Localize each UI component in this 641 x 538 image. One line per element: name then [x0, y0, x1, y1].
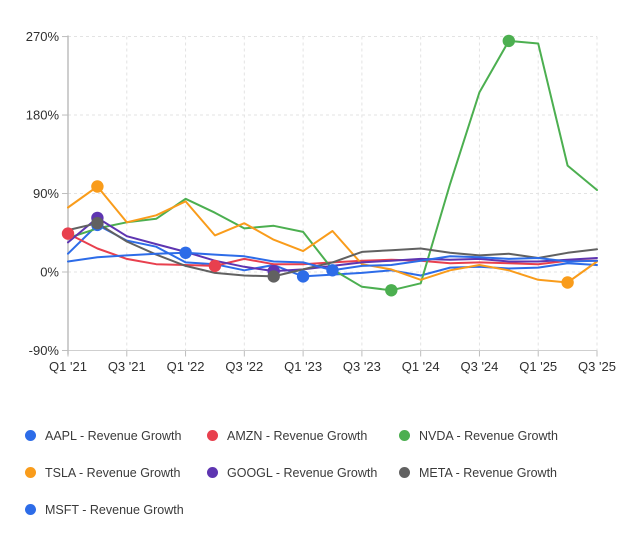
min-marker-amzn — [208, 259, 222, 273]
legend-item-meta[interactable]: META - Revenue Growth — [399, 465, 641, 480]
max-marker-msft — [179, 246, 192, 259]
min-marker-tsla — [561, 276, 574, 289]
legend-dot-tsla — [25, 467, 36, 478]
x-axis-label: Q3 '21 — [108, 359, 146, 374]
min-marker-meta — [267, 270, 280, 283]
chart-legend: AAPL - Revenue Growth AMZN - Revenue Grow… — [0, 428, 641, 517]
max-marker-tsla — [91, 180, 104, 193]
x-axis-label: Q1 '23 — [284, 359, 322, 374]
min-marker-msft — [326, 264, 339, 277]
legend-dot-amzn — [207, 430, 218, 441]
legend-item-tsla[interactable]: TSLA - Revenue Growth — [25, 465, 207, 480]
legend-label: META - Revenue Growth — [419, 465, 558, 480]
legend-label: MSFT - Revenue Growth — [45, 502, 184, 517]
x-axis-label: Q1 '21 — [49, 359, 87, 374]
max-marker-amzn — [61, 227, 75, 240]
max-marker-meta — [91, 217, 104, 230]
y-axis-label: 270% — [26, 29, 60, 44]
legend-item-googl[interactable]: GOOGL - Revenue Growth — [207, 465, 399, 480]
max-marker-nvda — [502, 34, 515, 48]
x-axis-label: Q3 '23 — [343, 359, 381, 374]
legend-dot-aapl — [25, 430, 36, 441]
x-axis-label: Q3 '25 — [578, 359, 616, 374]
legend-dot-nvda — [399, 430, 410, 441]
legend-label: TSLA - Revenue Growth — [45, 465, 181, 480]
x-axis-label: Q1 '24 — [402, 359, 440, 374]
x-axis-label: Q1 '25 — [519, 359, 557, 374]
x-axis-label: Q3 '24 — [460, 359, 498, 374]
series-line-tsla — [67, 185, 598, 284]
legend-dot-meta — [399, 467, 410, 478]
legend-dot-googl — [207, 467, 218, 478]
legend-label: AMZN - Revenue Growth — [227, 428, 368, 443]
legend-item-aapl[interactable]: AAPL - Revenue Growth — [25, 428, 207, 443]
legend-label: AAPL - Revenue Growth — [45, 428, 182, 443]
legend-item-amzn[interactable]: AMZN - Revenue Growth — [207, 428, 399, 443]
legend-item-msft[interactable]: MSFT - Revenue Growth — [25, 502, 207, 517]
min-marker-nvda — [385, 284, 398, 297]
series-line-nvda — [67, 39, 598, 292]
legend-label: GOOGL - Revenue Growth — [227, 465, 378, 480]
legend-label: NVDA - Revenue Growth — [419, 428, 558, 443]
y-axis-label: 0% — [40, 265, 59, 280]
legend-dot-msft — [25, 504, 36, 515]
legend-item-nvda[interactable]: NVDA - Revenue Growth — [399, 428, 641, 443]
x-axis-label: Q1 '22 — [167, 359, 205, 374]
y-axis-label: 180% — [26, 108, 60, 123]
x-axis-label: Q3 '22 — [225, 359, 263, 374]
revenue-growth-line-chart: 270% 180% 90% 0% -90%Q1 '21 Q3 '21 Q1 '22 Q3 '2… — [26, 29, 616, 374]
y-axis-label: 90% — [33, 186, 59, 201]
y-axis-label: -90% — [29, 343, 60, 358]
min-marker-aapl — [296, 270, 310, 283]
